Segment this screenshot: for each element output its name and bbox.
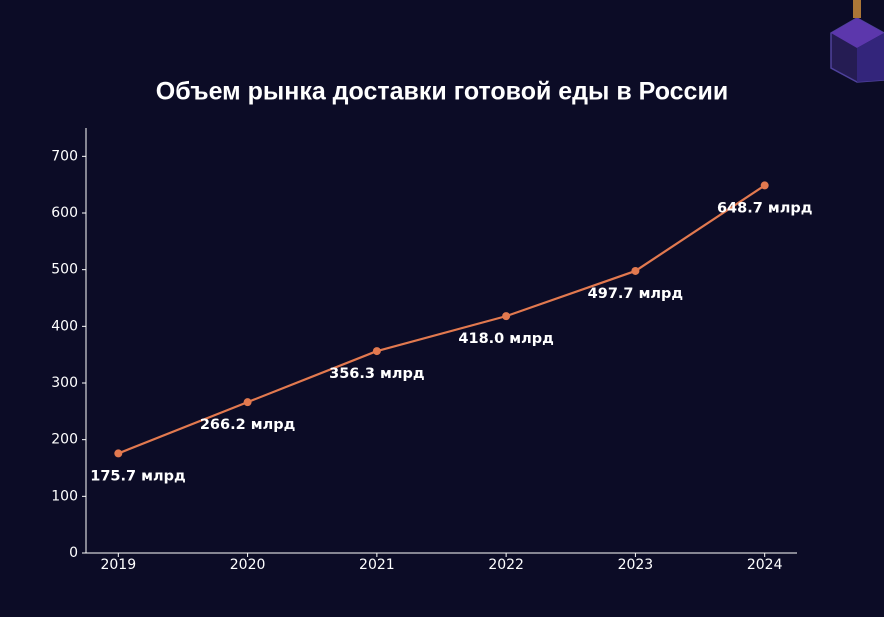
data-point: [114, 449, 123, 458]
data-point: [372, 347, 381, 356]
chart-title: Объем рынка доставки готовой еды в Росси…: [156, 78, 728, 106]
x-tick-label: 2024: [747, 557, 783, 573]
data-point: [502, 312, 511, 321]
y-tick-label: 600: [51, 205, 78, 221]
x-tick-label: 2019: [100, 557, 136, 573]
y-tick-label: 100: [51, 488, 78, 504]
value-label: 356.3 млрд: [329, 366, 424, 382]
y-tick-label: 400: [51, 318, 78, 334]
decoration-cube: [830, 0, 884, 83]
x-tick-label: 2021: [359, 557, 395, 573]
x-tick-label: 2023: [618, 557, 654, 573]
data-point: [243, 398, 252, 407]
y-tick-label: 700: [51, 148, 78, 164]
x-tick-label: 2020: [230, 557, 266, 573]
value-label: 648.7 млрд: [717, 200, 812, 216]
data-line: [117, 184, 766, 455]
y-tick-label: 300: [51, 375, 78, 391]
data-point: [760, 181, 769, 190]
value-label: 266.2 млрд: [200, 417, 295, 433]
data-point: [631, 266, 640, 275]
y-tick-label: 200: [51, 432, 78, 448]
value-label: 418.0 млрд: [458, 331, 553, 347]
y-tick-label: 0: [69, 545, 78, 561]
y-tick-label: 500: [51, 262, 78, 278]
value-label: 175.7 млрд: [90, 468, 185, 484]
value-label: 497.7 млрд: [588, 286, 683, 302]
x-tick-label: 2022: [488, 557, 524, 573]
